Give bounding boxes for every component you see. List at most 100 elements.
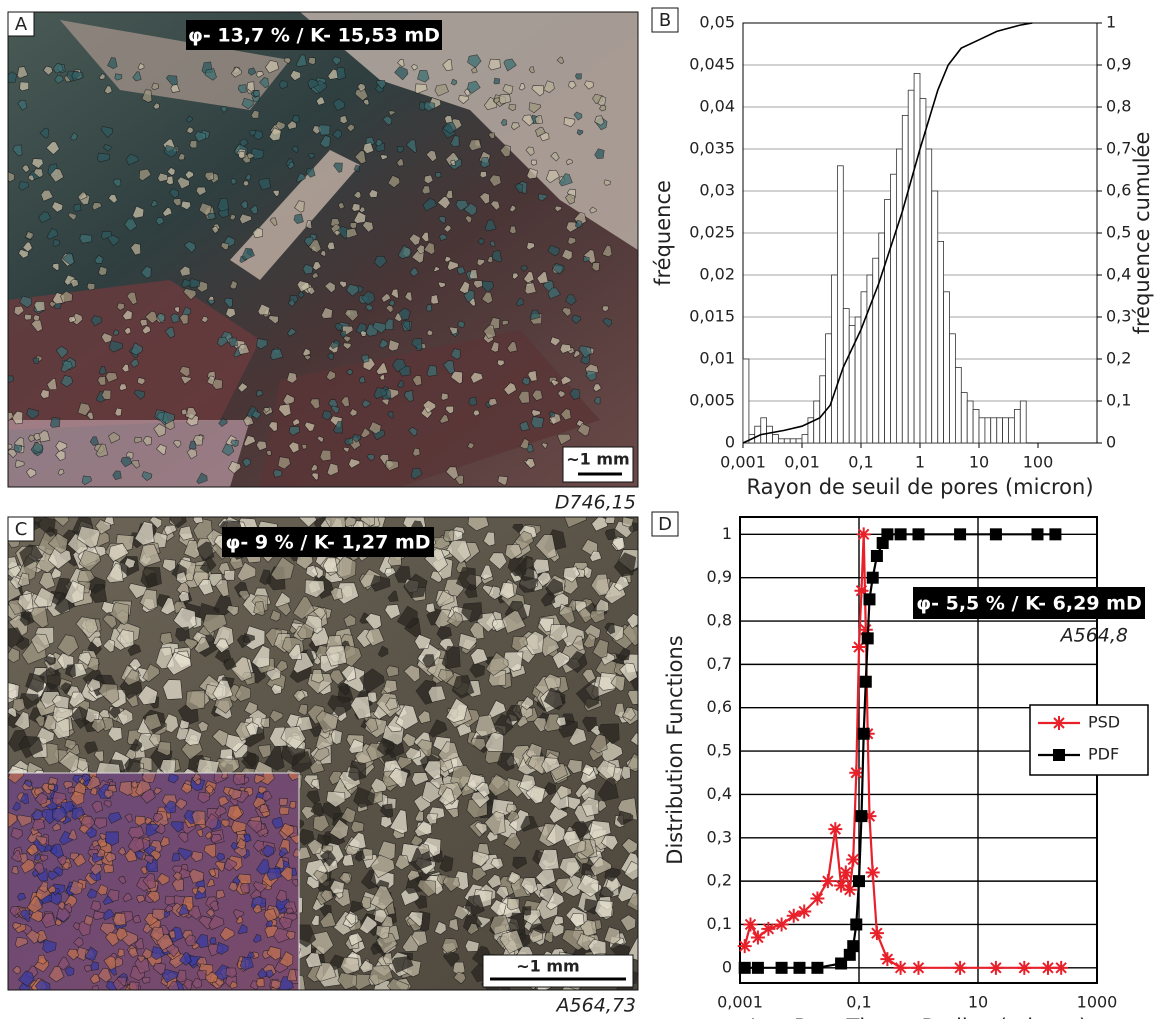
crystal bbox=[397, 58, 405, 68]
crystal bbox=[583, 249, 596, 264]
crystal bbox=[18, 982, 30, 990]
crystal bbox=[54, 74, 64, 84]
crystal bbox=[18, 249, 29, 259]
bar bbox=[984, 417, 992, 444]
crystal bbox=[229, 279, 238, 290]
crystal bbox=[360, 290, 375, 306]
crystal bbox=[442, 360, 455, 375]
crystal bbox=[443, 224, 452, 233]
crystal bbox=[95, 443, 109, 458]
crystal bbox=[214, 861, 226, 872]
y2-tick-label: 0,2 bbox=[1106, 349, 1131, 368]
crystal bbox=[246, 81, 255, 92]
crystal bbox=[90, 863, 103, 876]
y2-tick-label: 0,5 bbox=[1106, 223, 1131, 242]
crystal bbox=[11, 866, 19, 875]
marker bbox=[810, 891, 825, 906]
crystal bbox=[438, 215, 447, 224]
crystal bbox=[179, 265, 191, 277]
crystal bbox=[350, 820, 365, 833]
crystal bbox=[265, 969, 274, 979]
crystal bbox=[265, 449, 272, 456]
panel-box bbox=[651, 7, 679, 33]
crystal bbox=[255, 978, 265, 988]
crystal bbox=[501, 319, 510, 326]
bar bbox=[813, 400, 821, 444]
crystal bbox=[230, 656, 253, 682]
crystal bbox=[365, 627, 385, 647]
crystal bbox=[488, 132, 496, 140]
crystal bbox=[499, 929, 524, 954]
crystal bbox=[87, 656, 100, 672]
crystal bbox=[557, 390, 566, 399]
crystal bbox=[511, 635, 529, 652]
crystal bbox=[574, 783, 591, 799]
crystal bbox=[86, 282, 96, 291]
crystal bbox=[380, 815, 393, 829]
crystal bbox=[506, 810, 520, 823]
crystal bbox=[238, 589, 251, 602]
crystal bbox=[114, 407, 123, 417]
crystal bbox=[258, 177, 272, 191]
crystal bbox=[57, 468, 65, 476]
crystal bbox=[53, 517, 70, 527]
crystal bbox=[73, 203, 82, 212]
crystal bbox=[223, 569, 236, 581]
crystal bbox=[488, 585, 502, 600]
crystal bbox=[601, 244, 613, 258]
crystal bbox=[256, 390, 264, 397]
y2-tick-label: 0,8 bbox=[1106, 97, 1131, 116]
crystal bbox=[403, 573, 428, 599]
crystal bbox=[305, 219, 313, 230]
marker bbox=[793, 961, 806, 974]
crystal bbox=[283, 57, 292, 65]
crystal bbox=[513, 555, 535, 582]
crystal bbox=[304, 579, 325, 598]
crystal bbox=[436, 590, 455, 608]
marker bbox=[811, 961, 824, 974]
crystal bbox=[277, 456, 291, 470]
crystal bbox=[604, 866, 621, 882]
crystal bbox=[337, 972, 358, 990]
crystal bbox=[340, 396, 350, 408]
crystal bbox=[359, 959, 374, 974]
crystal bbox=[310, 669, 325, 684]
crystal bbox=[408, 911, 424, 927]
crystal bbox=[345, 283, 360, 297]
crystal bbox=[116, 302, 126, 311]
crystal bbox=[237, 382, 248, 393]
crystal bbox=[197, 579, 214, 596]
crystal bbox=[186, 448, 198, 460]
crystal bbox=[550, 590, 569, 609]
crystal bbox=[43, 844, 52, 853]
crystal bbox=[184, 727, 203, 746]
crystal bbox=[382, 952, 394, 965]
crystal bbox=[334, 229, 341, 237]
crystal bbox=[103, 143, 112, 152]
crystal bbox=[325, 645, 348, 667]
crystal bbox=[103, 800, 112, 808]
crystal bbox=[425, 304, 433, 312]
crystal bbox=[445, 697, 468, 723]
crystal bbox=[379, 373, 386, 381]
crystal bbox=[353, 786, 376, 809]
crystal bbox=[550, 152, 560, 162]
crystal bbox=[30, 319, 43, 333]
crystal bbox=[467, 80, 481, 94]
crystal bbox=[141, 948, 153, 959]
crystal bbox=[297, 517, 318, 528]
crystal bbox=[131, 459, 140, 469]
crystal bbox=[422, 399, 437, 414]
crystal bbox=[594, 115, 605, 126]
crystal bbox=[263, 908, 278, 922]
crystal bbox=[531, 409, 541, 417]
crystal bbox=[624, 860, 638, 881]
bar bbox=[901, 115, 909, 444]
crystal bbox=[52, 63, 64, 74]
crystal bbox=[33, 862, 45, 875]
crystal bbox=[286, 120, 297, 130]
crystal bbox=[549, 336, 561, 347]
crystal bbox=[543, 782, 556, 796]
crystal bbox=[217, 336, 229, 348]
crystal bbox=[90, 718, 106, 733]
